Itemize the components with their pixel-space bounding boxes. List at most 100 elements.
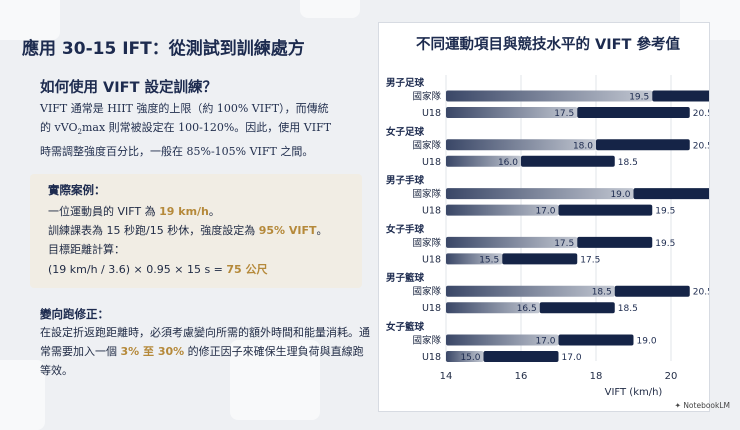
bar-high-segment (539, 302, 615, 314)
example-line-1: 一位運動員的 VIFT 為 19 km/h。 (48, 203, 220, 219)
bar-high-segment (652, 90, 709, 102)
example-line-4: (19 km/h / 3.6) × 0.95 × 15 s = 75 公尺 (48, 261, 268, 277)
bar-high-segment (521, 155, 615, 167)
row-label: U18 (422, 206, 441, 217)
row-label: 國家隊 (412, 91, 441, 103)
x-tick-label: 14 (440, 371, 453, 382)
bar-low-segment (446, 285, 615, 297)
bar-high-value: 18.5 (618, 158, 638, 168)
bar-high-value: 20.5 (693, 141, 709, 151)
bar-high-value: 18.5 (618, 304, 638, 314)
group-label: 女子籃球 (386, 321, 425, 333)
intro-line-2b: max 則常被設定在 100-120%。因此，使用 VIFT (81, 121, 332, 134)
bar-high-value: 19.0 (637, 337, 657, 347)
row-label: U18 (422, 254, 441, 265)
distance-highlight: 75 公尺 (226, 263, 268, 276)
group-label: 男子籃球 (386, 272, 425, 284)
bar-high-segment (614, 285, 690, 297)
intro-line-2: 的 vVO2max 則常被設定在 100-120%。因此，使用 VIFT (40, 118, 365, 142)
row-label: 國家隊 (412, 237, 441, 249)
bar-low-segment (446, 107, 578, 118)
row-label: 國家隊 (412, 335, 441, 347)
row-label: 國家隊 (412, 286, 441, 298)
bar-low-value: 17.0 (535, 207, 555, 217)
bar-low-value: 17.5 (554, 239, 574, 249)
bar-low-value: 16.5 (517, 304, 537, 314)
bar-low-segment (446, 253, 503, 265)
bar-high-segment (558, 204, 653, 216)
group-label: 女子足球 (386, 126, 425, 138)
bar-low-segment (446, 351, 484, 362)
bar-high-segment (483, 351, 559, 362)
formula-text: (19 km/h / 3.6) × 0.95 × 15 s = (48, 263, 227, 276)
bar-high-segment (502, 253, 578, 265)
bar-low-value: 17.0 (535, 337, 555, 347)
group-label: 男子手球 (386, 175, 425, 187)
x-tick-label: 20 (665, 371, 678, 382)
puzzle-piece-decoration (300, 0, 360, 18)
cod-body-end: 的修正因子來確保生理負荷與直線跑等效。 (40, 345, 364, 377)
bar-low-segment (446, 139, 596, 151)
page-title: 應用 30-15 IFT：從測試到訓練處方 (22, 39, 305, 59)
bar-low-value: 19.5 (629, 93, 649, 103)
bar-high-value: 17.5 (580, 255, 600, 265)
bar-low-segment (446, 236, 578, 248)
vift-bar-chart: 1416182022VIFT (km/h)男子足球國家隊19.522.5U181… (386, 75, 709, 398)
intro-paragraph: VIFT 通常是 HIIT 強度的上限（約 100% VIFT），而傳統 的 v… (40, 99, 365, 161)
x-tick-label: 18 (590, 371, 603, 382)
example-line-1-end: 。 (208, 205, 220, 218)
bar-high-segment (633, 188, 709, 200)
bar-low-segment (446, 302, 540, 314)
correction-highlight: 3% 至 30% (120, 345, 185, 358)
bar-high-value: 19.5 (655, 239, 675, 249)
bar-low-segment (446, 334, 559, 346)
bar-low-segment (446, 188, 634, 200)
intro-line-2a: 的 vVO (40, 121, 78, 134)
left-content: 應用 30-15 IFT：從測試到訓練處方 如何使用 VIFT 設定訓練？ VI… (0, 0, 372, 413)
bar-high-segment (577, 236, 653, 248)
group-label: 男子足球 (386, 77, 425, 89)
example-line-2-text: 訓練課表為 15 秒跑/15 秒休，強度設定為 (48, 224, 259, 237)
bar-high-value: 20.5 (693, 109, 709, 119)
section-subtitle: 如何使用 VIFT 設定訓練？ (40, 80, 218, 96)
bar-high-value: 17.0 (562, 353, 582, 363)
puzzle-piece-decoration (0, 0, 60, 40)
row-label: U18 (422, 157, 441, 168)
intro-line-1: VIFT 通常是 HIIT 強度的上限（約 100% VIFT），而傳統 (40, 102, 329, 115)
row-label: U18 (422, 303, 441, 314)
bar-low-segment (446, 90, 653, 102)
bar-low-value: 18.0 (573, 141, 593, 151)
puzzle-piece-decoration (230, 340, 320, 420)
chart-title: 不同運動項目與競技水平的 VIFT 參考值 (415, 37, 680, 53)
row-label: U18 (422, 352, 441, 363)
brand-name: NotebookLM (683, 401, 730, 410)
bar-low-value: 17.5 (554, 109, 574, 119)
example-line-3: 目標距離計算： (48, 243, 125, 256)
bar-low-value: 19.0 (610, 190, 630, 200)
cod-body-text: 在設定折返跑距離時，必須考慮變向所需的額外時間和能量消耗。通常需要加入一個 (40, 326, 370, 358)
bar-low-value: 16.0 (498, 158, 518, 168)
example-title: 實際案例： (48, 183, 106, 197)
bar-high-segment (577, 107, 690, 118)
bar-low-value: 15.5 (479, 255, 499, 265)
row-label: U18 (422, 108, 441, 119)
subscript-2: 2 (77, 128, 82, 137)
example-card (30, 174, 362, 288)
intensity-highlight: 95% VIFT (258, 224, 317, 237)
row-label: 國家隊 (412, 188, 441, 200)
bar-low-segment (446, 155, 521, 167)
cod-body: 在設定折返跑距離時，必須考慮變向所需的額外時間和能量消耗。通常需要加入一個 3%… (40, 323, 370, 380)
example-line-1-text: 一位運動員的 VIFT 為 (48, 205, 160, 218)
row-label: 國家隊 (412, 139, 441, 151)
example-line-2-end: 。 (316, 224, 328, 237)
bar-low-value: 15.0 (460, 353, 480, 363)
cod-title: 變向跑修正： (40, 307, 109, 321)
chart-panel: 不同運動項目與競技水平的 VIFT 參考值 1416182022VIFT (km… (378, 22, 710, 412)
bar-high-segment (596, 139, 690, 151)
x-tick-label: 16 (515, 371, 528, 382)
example-line-2: 訓練課表為 15 秒跑/15 秒休，強度設定為 95% VIFT。 (48, 222, 327, 238)
group-label: 女子手球 (386, 223, 425, 235)
vift-highlight: 19 km/h (159, 205, 209, 218)
bar-high-value: 20.5 (693, 288, 709, 298)
bar-high-value: 19.5 (655, 207, 675, 217)
